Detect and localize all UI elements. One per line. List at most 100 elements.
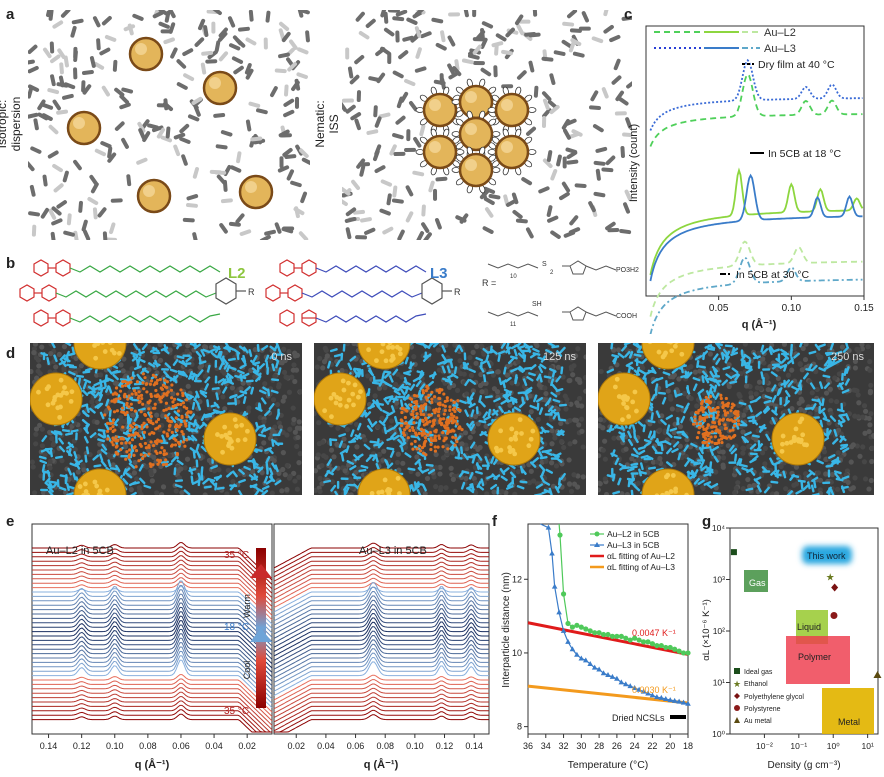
solvent-bead [203, 492, 208, 495]
5cb-molecule [347, 362, 353, 370]
solvent-bead [572, 439, 577, 444]
solvent-bead [423, 491, 428, 495]
solvent-bead [689, 396, 694, 401]
gold-nanoparticle-highlight [209, 77, 221, 89]
5cb-molecule [386, 447, 394, 451]
ligand-bead [122, 437, 125, 440]
md-frame-250 [598, 343, 874, 495]
ligand-bead [162, 463, 165, 466]
liquid-crystal-molecule [357, 90, 361, 102]
5cb-molecule [182, 354, 190, 356]
solvent-bead [111, 462, 116, 467]
5cb-molecule [58, 437, 65, 445]
ligand-bead [113, 428, 116, 431]
gold-nanoparticle [424, 94, 456, 126]
solvent-bead [499, 489, 504, 494]
solvent-bead [202, 344, 207, 349]
liquid-crystal-molecule [176, 81, 188, 90]
solvent-bead [226, 468, 231, 473]
5cb-molecule [363, 443, 371, 450]
ligand-bead [172, 405, 175, 408]
solvent-bead [443, 485, 448, 490]
liquid-crystal-molecule [590, 90, 599, 102]
gold-nanoparticle [424, 136, 456, 168]
solvent-bead [98, 372, 103, 377]
liquid-crystal-molecule [53, 182, 65, 193]
c-xtick-label: 0.10 [782, 303, 802, 314]
solvent-bead [512, 492, 517, 495]
solvent-bead [478, 372, 483, 377]
liquid-crystal-molecule [97, 206, 108, 218]
ligand-bead [124, 384, 127, 387]
solvent-bead [559, 439, 564, 444]
liquid-crystal-molecule [472, 10, 476, 17]
nanoparticle-atom [62, 385, 67, 390]
5cb-molecule [713, 492, 721, 495]
solvent-bead [543, 459, 548, 464]
5cb-molecule [693, 383, 698, 391]
solvent-bead [862, 403, 867, 408]
5cb-molecule [127, 416, 130, 424]
5cb-molecule [161, 368, 169, 371]
ligand-bead [423, 432, 426, 435]
r-sub-n2: 2 [550, 270, 554, 276]
ligand-bead [119, 390, 122, 393]
liquid-crystal-molecule [220, 130, 233, 137]
ligand-bead [163, 453, 166, 456]
solvent-bead [154, 413, 159, 418]
liquid-crystal-molecule [136, 157, 149, 165]
liquid-crystal-molecule [56, 109, 68, 115]
ligand-bead [704, 437, 707, 440]
panel-b-structures: R L2 R L3 R = [10, 252, 640, 334]
solvent-bead [455, 388, 460, 393]
ligand-bead [174, 443, 177, 446]
ligand-bead [455, 440, 458, 443]
solvent-bead [552, 435, 557, 440]
5cb-molecule [740, 464, 748, 468]
ligand-bead [446, 447, 449, 450]
ligand-bead [135, 426, 138, 429]
liquid-crystal-molecule [358, 162, 370, 166]
ligand-bead [183, 419, 186, 422]
liquid-crystal-molecule [473, 61, 485, 65]
liquid-crystal-molecule [193, 105, 201, 118]
liquid-crystal-molecule [41, 102, 54, 110]
solvent-bead [62, 344, 67, 349]
5cb-molecule [175, 479, 183, 482]
5cb-molecule [532, 457, 540, 464]
ligand-bead [177, 409, 180, 412]
solvent-bead [549, 428, 554, 433]
ligand-bead [154, 450, 157, 453]
ligand-bead [455, 416, 458, 419]
liquid-crystal-molecule [380, 179, 393, 187]
ligand-bead [460, 428, 463, 431]
ligand-bead [145, 446, 148, 449]
5cb-molecule [748, 420, 756, 423]
liquid-crystal-molecule [494, 44, 499, 56]
ligand-bead [147, 401, 150, 404]
ann-dry-film: Dry film at 40 °C [758, 59, 835, 71]
solvent-bead [317, 489, 322, 494]
ligand-bead [149, 465, 152, 468]
5cb-molecule [464, 352, 467, 360]
5cb-molecule [200, 466, 203, 474]
ligand-bead [118, 397, 121, 400]
nanoparticle-atom [350, 392, 355, 397]
liquid-crystal-molecule [239, 229, 252, 237]
solvent-bead [36, 369, 41, 374]
liquid-crystal-molecule [558, 191, 570, 201]
panel-a-label: a [6, 6, 14, 23]
liquid-crystal-molecule [596, 169, 602, 181]
ligand-bead [429, 448, 432, 451]
ligand-bead [451, 436, 454, 439]
nanoparticle-atom [117, 351, 122, 356]
panel-c-chart: Au–L2 Au–L3 Dry film at 40 °C In 5CB at … [624, 8, 880, 334]
ligand-bead [129, 381, 132, 384]
solvent-bead [849, 459, 854, 464]
solvent-bead [329, 448, 334, 453]
liquid-crystal-molecule [227, 16, 235, 29]
ligand-bead [729, 429, 732, 432]
solvent-bead [40, 426, 45, 431]
solvent-bead [668, 394, 673, 399]
ligand-bead [709, 435, 712, 438]
